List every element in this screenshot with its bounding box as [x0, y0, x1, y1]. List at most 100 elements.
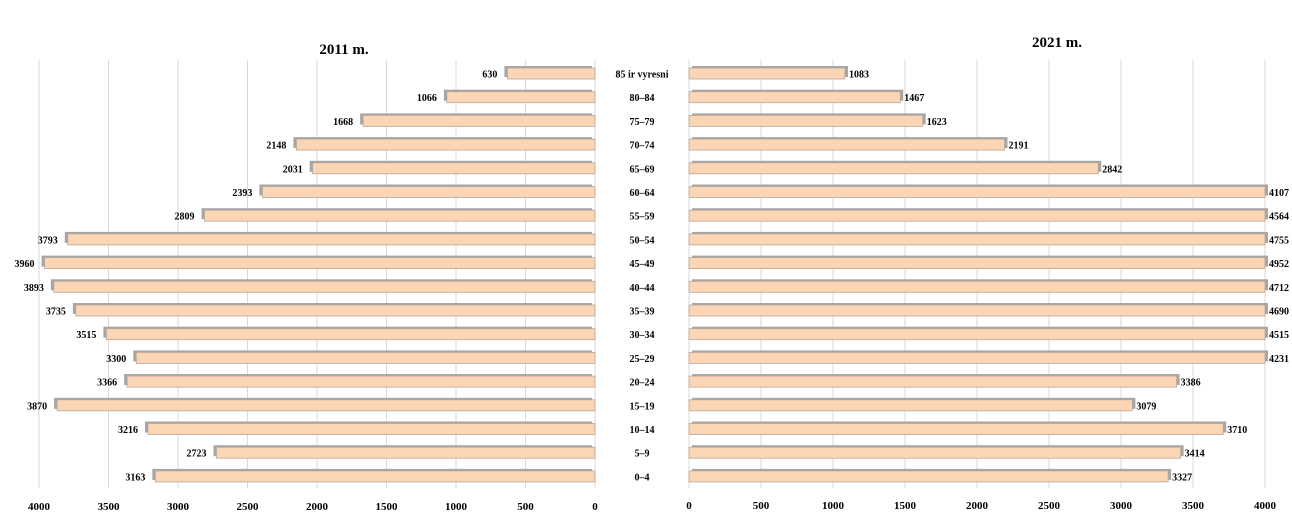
- data-label: 4712: [1269, 283, 1289, 294]
- data-label: 1083: [849, 70, 869, 81]
- bar-face: [688, 470, 1169, 483]
- bar-face: [126, 375, 596, 388]
- bar-face: [688, 446, 1182, 459]
- panel-title: 2011 m.: [319, 42, 368, 58]
- category-label: 15–19: [630, 401, 655, 412]
- bar: [688, 326, 1268, 341]
- bar-face: [261, 186, 596, 198]
- data-label: 3870: [27, 401, 47, 412]
- bar-face: [688, 399, 1133, 412]
- data-label: 4690: [1269, 307, 1289, 318]
- category-label: 20–24: [630, 378, 655, 389]
- bar-face: [507, 67, 596, 80]
- data-label: 2148: [266, 141, 286, 152]
- category-label: 5–9: [635, 449, 650, 460]
- bar: [72, 303, 596, 317]
- category-labels: 85 ir vyresni 80–84 75–79 70–74 65–69 60–64 55…: [616, 70, 669, 484]
- bar-face: [53, 280, 596, 293]
- bar: [688, 374, 1180, 388]
- data-label: 1623: [927, 117, 947, 128]
- data-label: 3386: [1181, 378, 1201, 389]
- bar-face: [446, 91, 596, 104]
- x-tick-label: 2000: [966, 500, 989, 512]
- bar-face: [204, 209, 596, 222]
- category-label: 85 ir vyresni: [616, 70, 669, 81]
- bar-face: [154, 470, 596, 483]
- bar: [688, 468, 1172, 483]
- bar-face: [688, 304, 1266, 317]
- bar: [688, 160, 1102, 175]
- category-label: 50–54: [630, 235, 655, 246]
- x-tick-label: 500: [753, 500, 770, 512]
- bar: [688, 397, 1136, 412]
- data-label: 3960: [15, 259, 35, 270]
- x-tick-label: 0: [592, 501, 598, 513]
- bar: [688, 421, 1227, 435]
- data-label: 2191: [1009, 141, 1029, 152]
- x-tick-label: 1500: [376, 501, 399, 513]
- category-label: 60–64: [630, 188, 655, 199]
- data-label: 3735: [46, 307, 66, 318]
- bar: [688, 184, 1268, 198]
- bar: [688, 279, 1268, 293]
- bar: [152, 468, 596, 483]
- bar-face: [688, 351, 1266, 364]
- category-label: 75–79: [630, 117, 655, 128]
- bar: [688, 113, 926, 127]
- data-label: 3079: [1136, 401, 1156, 412]
- category-label: 40–44: [630, 283, 655, 294]
- data-label: 1066: [417, 93, 437, 104]
- x-tick-label: 1500: [894, 500, 917, 512]
- data-label: 3414: [1185, 449, 1205, 460]
- panel-title: 2021 m.: [1032, 35, 1082, 51]
- bar: [50, 279, 596, 293]
- bar-face: [688, 115, 924, 127]
- category-label: 80–84: [630, 93, 655, 104]
- data-label: 630: [482, 70, 497, 81]
- panel-left: 4000 3500 3000 2500 2000 1500 1000 500 0 2011 m. 6…: [15, 42, 599, 513]
- bar-face: [56, 399, 596, 412]
- bar: [688, 66, 848, 80]
- bar: [213, 445, 596, 459]
- bar-face: [44, 257, 596, 270]
- bar: [259, 184, 596, 198]
- bar-face: [362, 115, 596, 127]
- x-tick-label: 4000: [28, 501, 51, 513]
- data-label: 3300: [106, 354, 126, 365]
- bar-face: [135, 351, 596, 364]
- bar-face: [688, 91, 901, 104]
- bar-face: [147, 423, 596, 435]
- x-tick-label: 2000: [306, 501, 329, 513]
- data-label: 3515: [76, 330, 96, 341]
- bar-face: [312, 162, 596, 175]
- bar: [41, 255, 596, 270]
- bar: [360, 113, 596, 127]
- bar: [293, 137, 596, 151]
- bar-face: [688, 280, 1266, 293]
- category-label: 0–4: [635, 472, 650, 483]
- x-tick-label: 0: [686, 500, 692, 512]
- data-label: 4952: [1269, 259, 1289, 270]
- bar-face: [688, 328, 1266, 341]
- data-label: 3163: [125, 472, 145, 483]
- bar: [54, 397, 596, 412]
- category-label: 10–14: [630, 425, 655, 436]
- bar-face: [688, 138, 1005, 151]
- x-tick-label: 1000: [445, 501, 468, 513]
- x-tick-label: 3500: [98, 501, 121, 513]
- data-label: 3710: [1227, 425, 1247, 436]
- bar: [688, 208, 1268, 222]
- panel-right: 0 500 1000 1500 2000 2500 3000 3500 4000 2021 m. 1…: [686, 35, 1289, 512]
- bar: [688, 89, 904, 104]
- bar: [688, 255, 1268, 270]
- x-tick-label: 2500: [237, 501, 260, 513]
- data-label: 2031: [283, 164, 303, 175]
- bar-face: [688, 67, 846, 80]
- category-label: 70–74: [630, 141, 655, 152]
- bar: [124, 374, 596, 388]
- x-tick-label: 3000: [167, 501, 190, 513]
- bar: [133, 350, 596, 364]
- bar: [64, 231, 596, 246]
- bar: [443, 89, 596, 104]
